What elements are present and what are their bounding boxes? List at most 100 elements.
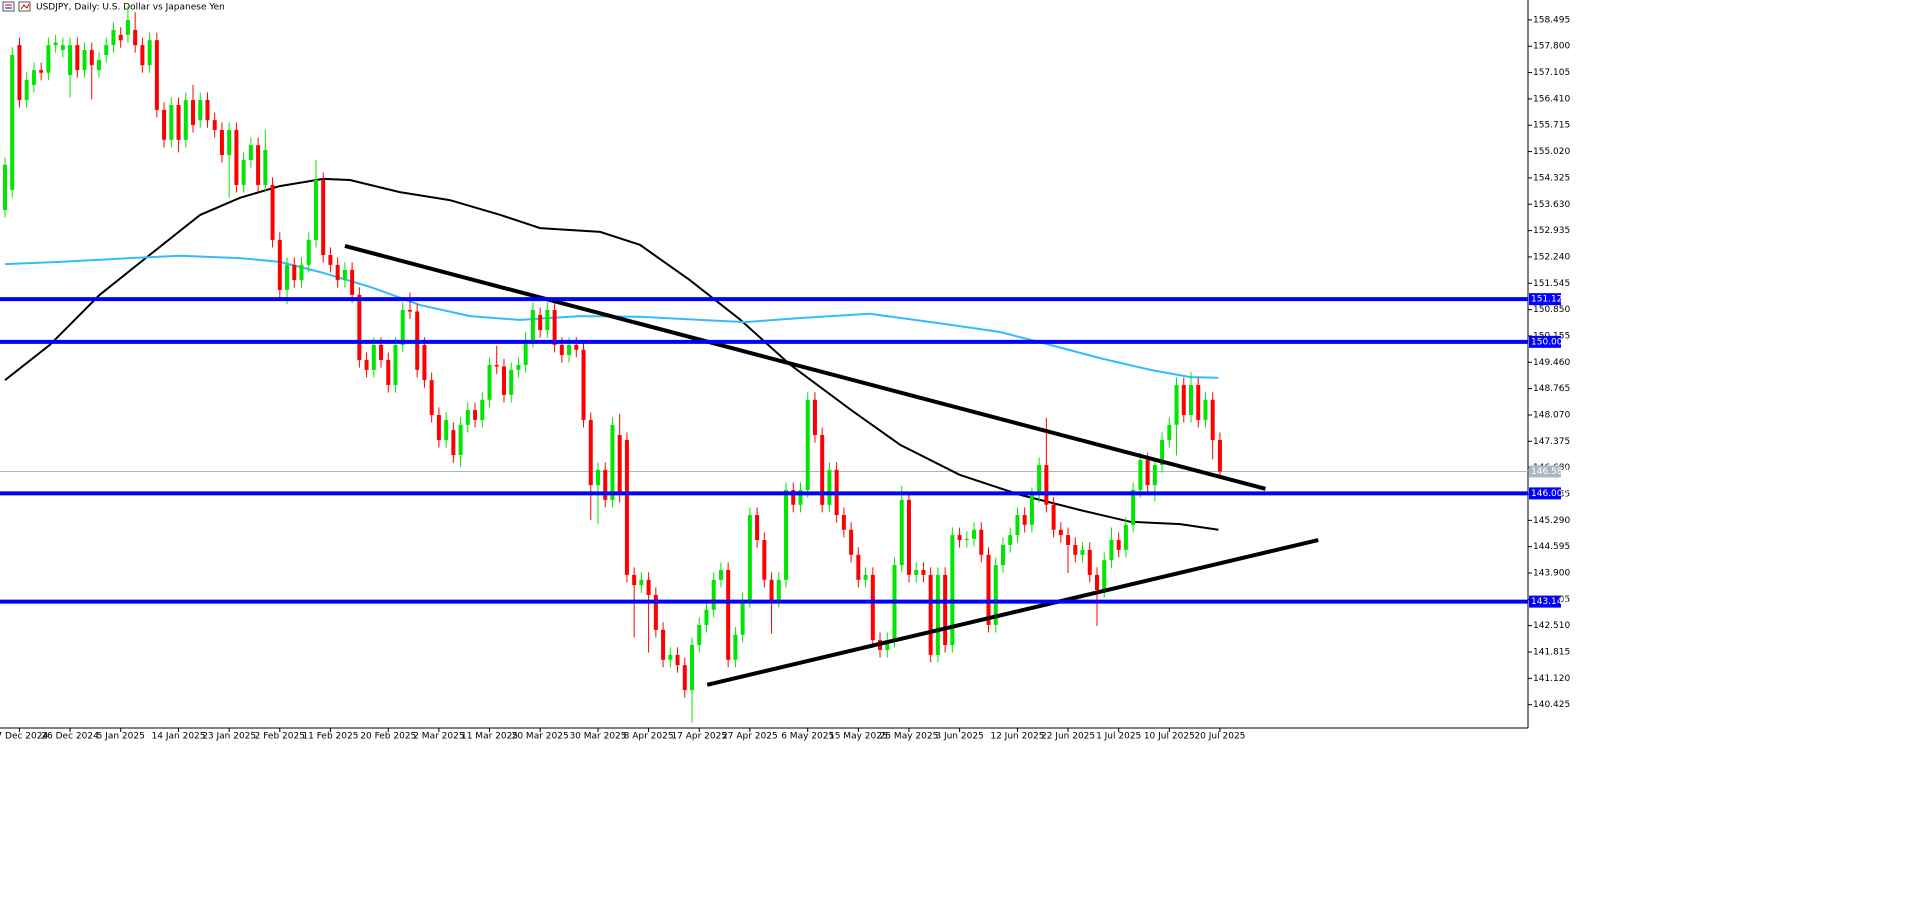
candle-body: [321, 180, 326, 256]
candle-body: [509, 369, 514, 395]
candle-body: [1203, 399, 1208, 420]
candle-body: [248, 145, 253, 160]
candle-body: [762, 540, 767, 580]
candle-body: [68, 45, 73, 76]
candle-body: [624, 439, 629, 575]
x-tick-label: 2 Feb 2025: [255, 732, 305, 742]
candle-body: [371, 344, 376, 370]
candle-body: [1058, 529, 1063, 536]
candle-body: [306, 239, 311, 265]
x-tick-label: 20 Mar 2025: [512, 732, 569, 742]
candle-body: [1131, 490, 1136, 525]
candle-body: [147, 40, 152, 66]
candle-body: [140, 45, 145, 66]
candle-body: [552, 309, 557, 345]
level-label: 151.126: [1531, 295, 1568, 305]
candle-body: [436, 414, 441, 440]
candle-body: [205, 100, 210, 121]
candle-body: [856, 554, 861, 580]
candle-body: [530, 309, 535, 340]
x-tick-label: 17 Apr 2025: [671, 732, 727, 742]
candle-body: [364, 360, 369, 370]
level-label-bg: [1529, 335, 1561, 348]
candle-body: [10, 54, 15, 190]
candle-body: [740, 599, 745, 635]
candle-body: [1051, 504, 1056, 530]
candle-body: [726, 569, 731, 660]
candle-body: [1188, 385, 1193, 415]
candle-body: [17, 45, 22, 101]
level-label-bg: [1529, 595, 1561, 608]
y-tick-label: 149.460: [1533, 358, 1570, 368]
candle-body: [516, 364, 521, 370]
candle-body: [827, 469, 832, 505]
candle-body: [812, 399, 817, 436]
x-tick-label: 17 Dec 2024: [0, 732, 48, 742]
x-tick-label: 8 Apr 2025: [624, 732, 674, 742]
level-label-bg: [1529, 487, 1561, 500]
candle-body: [668, 654, 673, 660]
candle-body: [97, 59, 102, 71]
candle-body: [1015, 515, 1020, 536]
y-tick-label: 145.290: [1533, 516, 1570, 526]
y-tick-label: 154.325: [1533, 173, 1570, 183]
candle-body: [986, 554, 991, 625]
candle-body: [227, 129, 232, 155]
y-tick-label: 140.425: [1533, 700, 1570, 710]
candle-body: [162, 109, 167, 140]
x-tick-label: 20 Jul 2025: [1194, 732, 1245, 742]
candle-body: [1123, 524, 1128, 550]
candle-body: [501, 366, 506, 395]
x-tick-label: 1 Jul 2025: [1096, 732, 1141, 742]
candle-body: [863, 574, 868, 580]
candle-body: [595, 469, 600, 486]
y-tick-label: 156.410: [1533, 94, 1570, 104]
candle-body: [943, 574, 948, 646]
candle-body: [538, 314, 543, 331]
candle-body: [285, 264, 290, 290]
y-tick-label: 157.105: [1533, 68, 1570, 78]
candle-body: [581, 349, 586, 420]
candle-body: [610, 424, 615, 500]
x-tick-label: 11 Feb 2025: [302, 732, 358, 742]
candle-body: [212, 120, 217, 130]
candle-body: [429, 380, 434, 415]
x-tick-label: 26 Dec 2024: [41, 732, 99, 742]
candle-body: [487, 364, 492, 400]
candle-body: [957, 535, 962, 541]
candle-body: [574, 344, 579, 350]
candle-body: [617, 435, 622, 495]
candle-body: [1087, 549, 1092, 575]
candle-body: [567, 344, 572, 356]
candle-body: [393, 344, 398, 386]
candle-body: [1217, 439, 1222, 472]
x-tick-label: 27 Apr 2025: [722, 732, 778, 742]
candle-body: [921, 569, 926, 575]
level-label-bg: [1529, 293, 1561, 306]
candle-body: [335, 264, 340, 281]
x-tick-label: 22 Jun 2025: [1041, 732, 1095, 742]
x-tick-label: 30 Mar 2025: [569, 732, 626, 742]
candle-body: [690, 645, 695, 691]
candle-body: [885, 640, 890, 650]
level-label: 146.000: [1531, 489, 1568, 499]
y-tick-label: 152.240: [1533, 252, 1570, 262]
candle-body: [24, 79, 29, 101]
candle-body: [972, 529, 977, 539]
current-price-label: 146.580: [1531, 467, 1568, 477]
x-tick-label: 25 May 2025: [880, 732, 939, 742]
candle-body: [1181, 385, 1186, 415]
candle-body: [747, 515, 752, 600]
x-tick-label: 23 Jan 2025: [202, 732, 256, 742]
candle-body: [458, 424, 463, 456]
candle-body: [53, 42, 58, 46]
candle-body: [241, 159, 246, 185]
candle-body: [451, 430, 456, 456]
candle-body: [39, 70, 44, 73]
candle-body: [234, 129, 239, 185]
candle-body: [89, 50, 94, 66]
candle-body: [350, 269, 355, 295]
candle-body: [60, 45, 65, 51]
x-tick-label: 10 Jul 2025: [1144, 732, 1195, 742]
